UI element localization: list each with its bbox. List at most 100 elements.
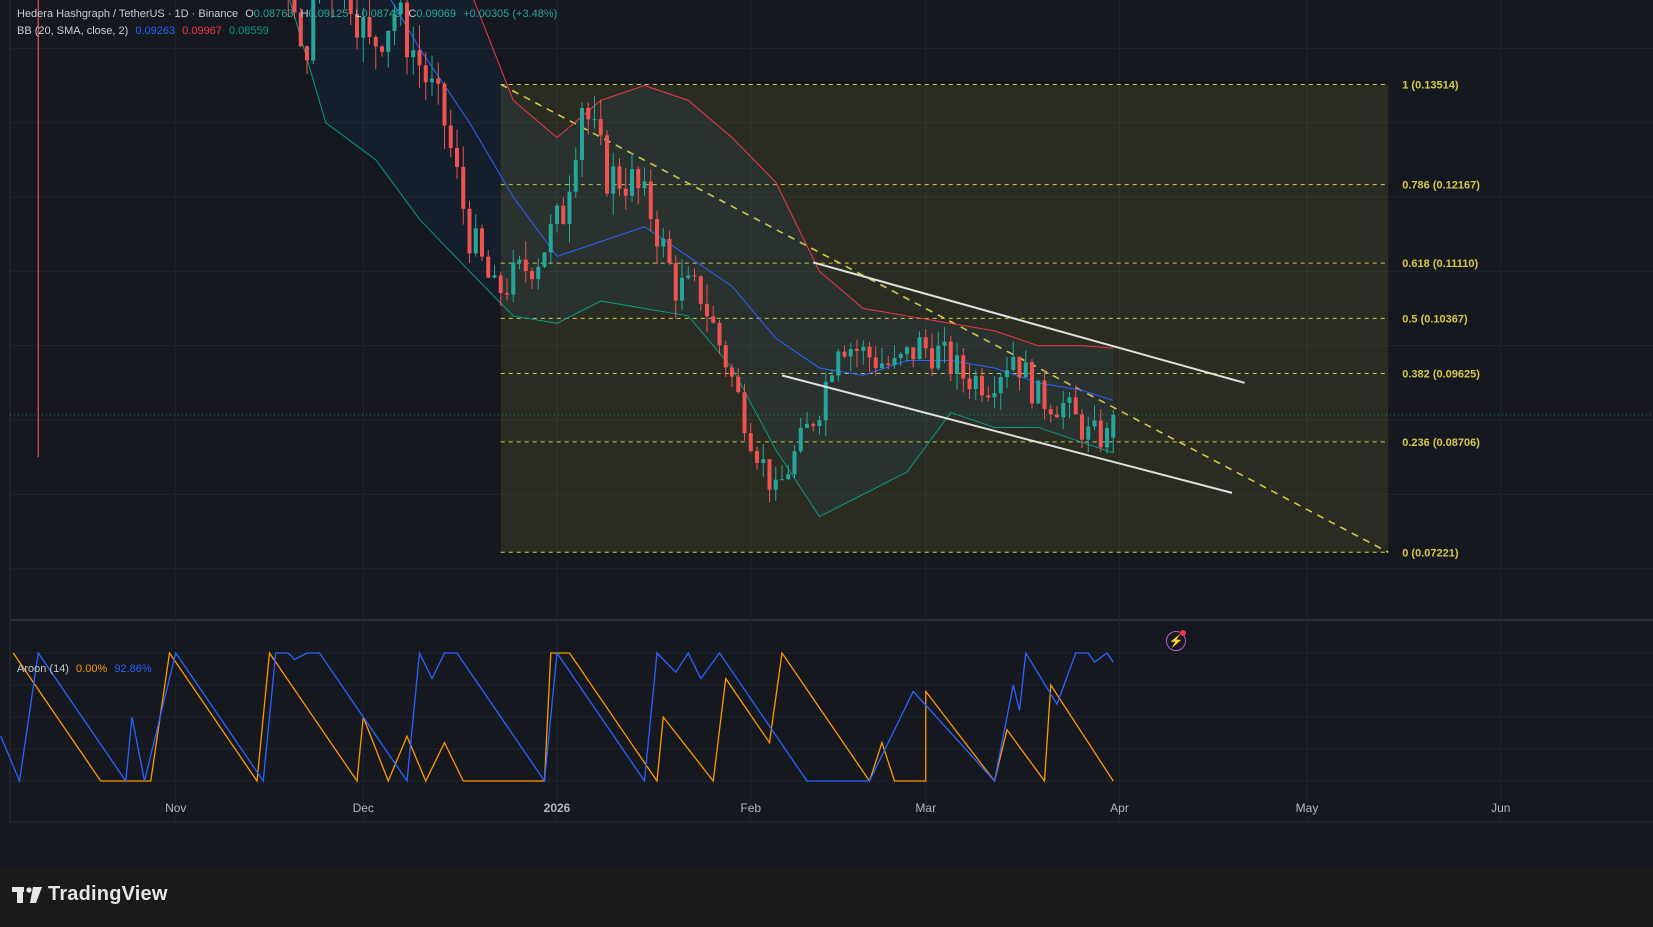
candle-body [961,355,966,379]
bb-legend[interactable]: BB (20, SMA, close, 2) 0.09263 0.09967 0… [17,25,273,37]
candle-body [473,228,478,254]
candle-body [1048,408,1053,415]
symbol-legend[interactable]: Hedera Hashgraph / TetherUS · 1D · Binan… [17,8,561,20]
candle-body [398,2,403,15]
candle-body [1011,356,1016,371]
candle-body [692,275,697,277]
candle-body [567,191,572,225]
x-axis-tick-label: Dec [353,801,374,815]
candle-body [348,0,353,14]
high-value: 0.09125 [308,8,349,20]
candle-body [761,459,766,463]
fib-level-label: 0.618 (0.11110) [1402,258,1478,270]
candle-body [773,479,778,490]
fib-level-label: 0.786 (0.12167) [1402,180,1480,192]
bb-band-fill [289,0,1114,517]
candle-body [498,275,503,294]
x-axis-tick-label: Apr [1110,801,1129,815]
ohlc-close: C0.09069 [408,8,456,20]
candle-body [455,147,459,167]
candle-body [1061,402,1066,418]
alert-notification-dot [1180,630,1186,636]
x-axis-tick-label: Jun [1491,801,1510,815]
bb-label: BB (20, SMA, close, 2) [17,25,129,37]
fib-level-label: 0.5 (0.10367) [1402,313,1468,325]
candle-body [973,375,978,390]
tradingview-logo-icon [12,886,42,903]
candle-body [542,252,547,267]
candle-body [817,420,822,427]
aroon-up-line [0,650,1114,784]
candle-body [905,347,909,355]
candle-body [1017,356,1022,378]
candle-body [461,166,466,209]
bb-upper-value: 0.09967 [182,25,222,37]
ohlc-low: L0.08749 [355,8,401,20]
candle-body [642,181,647,189]
channel-trend-line[interactable] [812,261,1245,384]
candle-body [680,277,684,301]
price-chart-canvas[interactable]: Nov Dec 2026 Feb Mar Apr May Jun 1 (0.13514) 0.78… [0,0,1653,867]
candle-body [1023,362,1028,378]
candle-body [1092,420,1097,427]
candle-body [361,17,366,38]
candle-body [930,348,934,369]
candle-body [655,219,659,247]
candle-body [805,423,809,428]
candle-body [667,238,672,264]
candle-body [442,83,447,126]
x-axis-tick-label: Mar [915,801,936,815]
bb-basis-value: 0.09263 [135,25,176,37]
candle-body [617,166,622,189]
candle-body [611,166,616,194]
candle-body [823,381,828,421]
candle-body [998,377,1003,394]
aroon-label: Aroon (14) [17,663,69,675]
candle-body [555,205,559,224]
candle-body [880,363,884,368]
candle-body [942,341,947,346]
candle-body [836,351,841,376]
fib-trend-line [500,83,1389,553]
open-value: 0.08763 [253,8,294,20]
candle-body [980,375,984,396]
candle-body [955,355,959,375]
candle-body [373,37,378,47]
candle-body [486,256,491,278]
bb-lower-value: 0.08559 [228,25,269,37]
open-label: O [245,8,254,20]
lightning-alert-icon[interactable]: ⚡ [1166,631,1186,651]
candle-body [417,50,422,66]
candle-body [755,451,759,463]
candle-body [1036,380,1041,404]
bb-upper-line [473,0,1114,349]
candle-body [636,168,641,189]
low-value: 0.08749 [361,8,402,20]
candle-body [448,125,453,148]
tradingview-logo[interactable]: TradingView [12,883,168,906]
candle-body [423,65,428,83]
candle-body [305,46,309,61]
candle-body [686,275,691,278]
candle-body [673,263,678,301]
aroon-legend[interactable]: Aroon (14) 0.00% 92.86% [17,663,156,675]
bb-basis-line [390,0,1114,401]
candle-body [736,376,741,393]
candle-body [1098,420,1103,448]
candle-body [892,357,897,366]
aroon-down-line [12,651,1114,783]
candle-body [530,271,534,280]
symbol-name: Hedera Hashgraph / TetherUS · 1D · Binan… [17,8,239,20]
candle-body [292,0,297,13]
ohlc-open: O0.08763 [245,8,293,20]
candle-body [792,451,797,475]
high-label: H [300,8,309,20]
candle-body [411,50,416,58]
candle-body [742,392,747,434]
candle-body [992,393,997,398]
candle-body [586,108,591,120]
chart-background [0,0,1653,867]
candle-body [605,135,609,194]
channel-trend-line[interactable] [781,374,1233,494]
